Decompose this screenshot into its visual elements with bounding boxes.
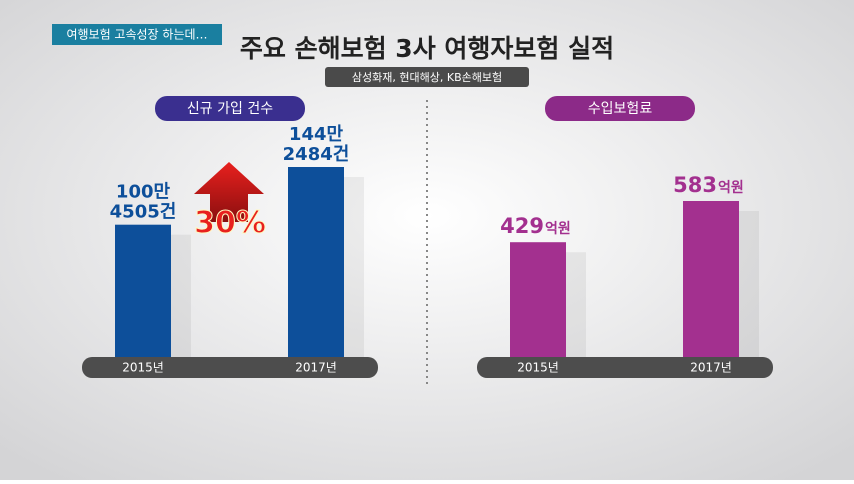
x-tick-label: 2015년 [517,361,559,375]
value-label: 583 [673,173,717,197]
annotation: 30% [194,206,266,241]
bar-shadow [566,252,586,357]
tag: 여행보험 고속성장 하는데… [66,27,207,42]
bar-shadow [171,234,191,357]
x-tick-label: 2015년 [122,361,164,375]
bar [288,167,344,357]
value-label: 억원 [545,221,571,237]
subtitle: 삼성화재, 현대해상, KB손해보험 [352,70,502,84]
panel-title: 수입보험료 [588,101,653,117]
tag-box [52,24,222,45]
bar-shadow [739,211,759,357]
bar [683,201,739,357]
value-label: 100만 [116,182,171,203]
axis-pill [477,357,773,378]
x-tick-label: 2017년 [690,361,732,375]
bar-shadow [344,177,364,357]
panel-title: 신규 가입 건수 [187,101,273,117]
bar [510,242,566,357]
title: 주요 손해보험 3사 여행자보험 실적 [240,34,614,63]
bar [115,224,171,357]
panel-title-box [545,96,695,121]
subtitle-box [325,67,529,87]
panel-title-box [155,96,305,121]
value-label: 429 [500,214,544,238]
value-label: 2484건 [283,144,350,165]
value-label: 144만 [289,124,344,145]
axis-pill [82,357,378,378]
x-tick-label: 2017년 [295,361,337,375]
value-label: 4505건 [110,202,177,223]
growth-arrow [194,162,264,222]
value-label: 억원 [718,180,744,196]
